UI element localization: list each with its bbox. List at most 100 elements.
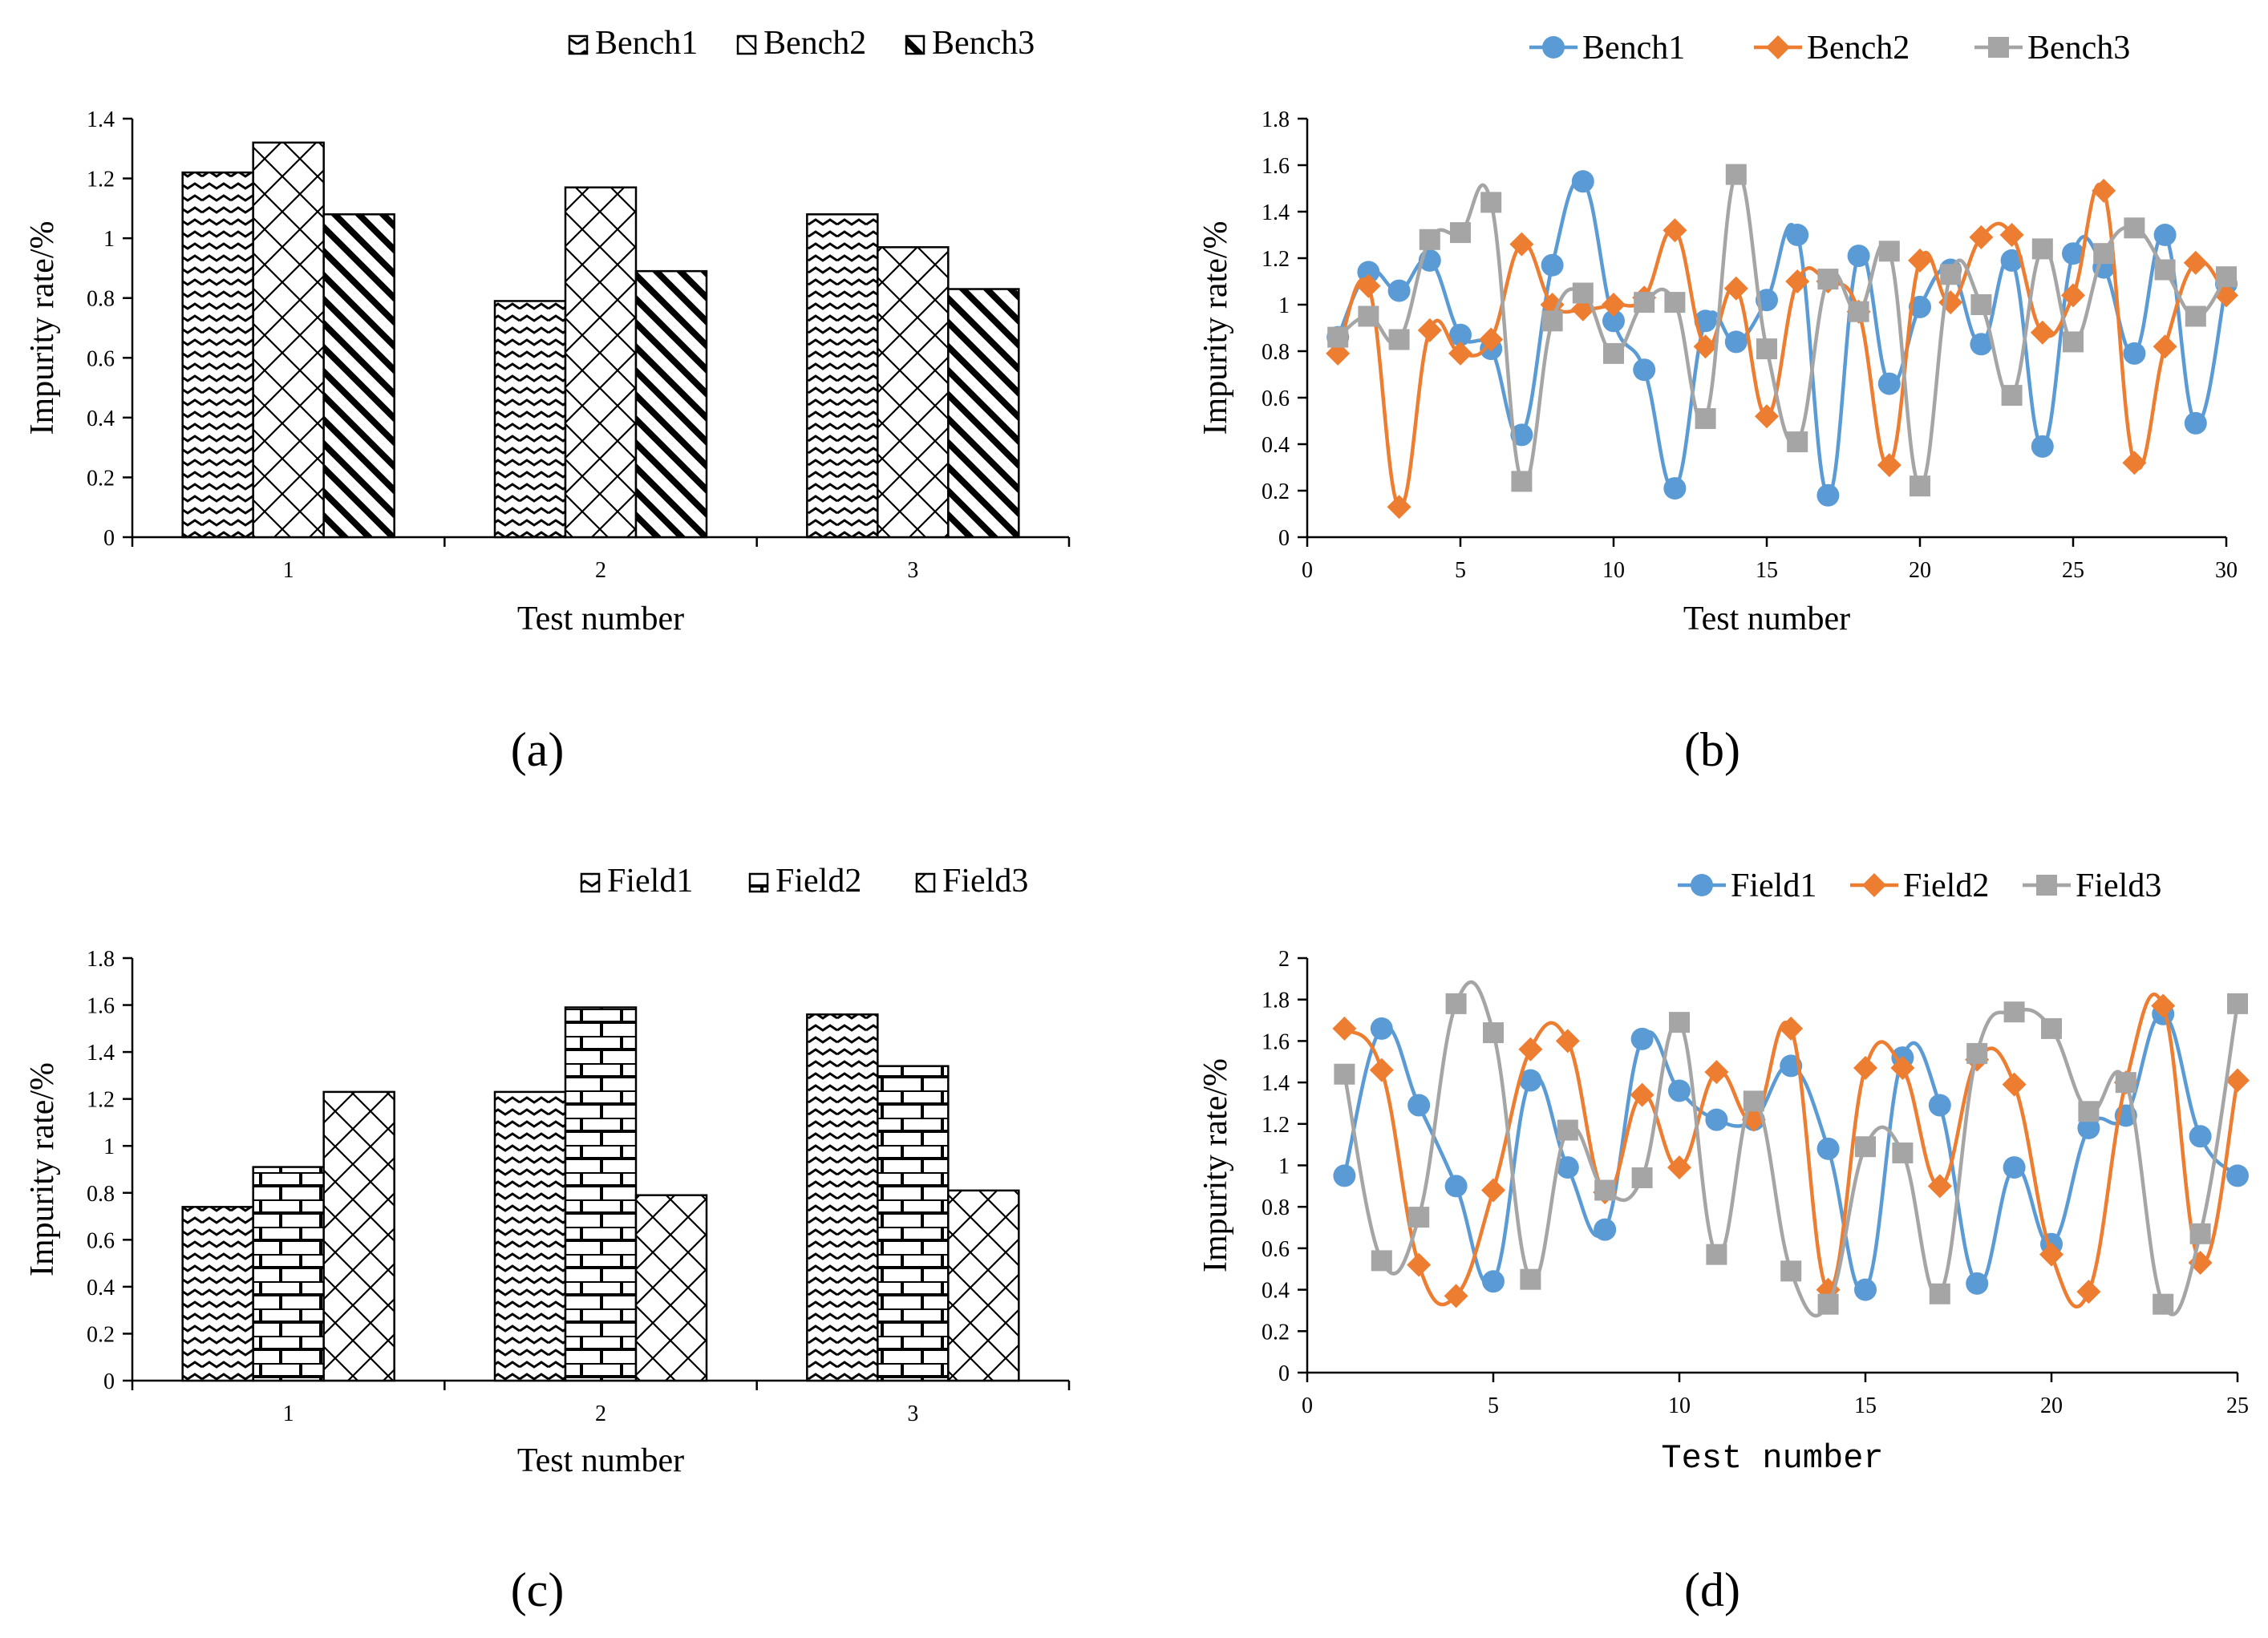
point-field1-2 bbox=[1370, 1017, 1393, 1040]
point-field2-2 bbox=[1369, 1058, 1394, 1082]
y-tick-label: 1 bbox=[103, 227, 115, 252]
y-tick-label: 1.6 bbox=[87, 994, 115, 1019]
bar-field2-1 bbox=[252, 1166, 325, 1382]
point-bench2-28 bbox=[2153, 334, 2177, 359]
legend-label: Bench2 bbox=[1807, 30, 1910, 67]
point-field2-13 bbox=[1779, 1016, 1804, 1041]
point-field2-4 bbox=[1444, 1284, 1468, 1308]
point-bench1-8 bbox=[1541, 253, 1564, 277]
x-tick-label: 2 bbox=[595, 1401, 606, 1426]
point-bench3-1 bbox=[1327, 326, 1349, 348]
y-tick-label: 0.2 bbox=[1262, 1320, 1290, 1345]
subfigure-caption: (c) bbox=[511, 1563, 565, 1616]
point-bench3-23 bbox=[2001, 385, 2023, 406]
y-tick-label: 1.8 bbox=[1262, 107, 1290, 132]
x-tick-label: 0 bbox=[1302, 1393, 1313, 1418]
bar-field2-2 bbox=[564, 1006, 638, 1382]
point-bench1-25 bbox=[2062, 242, 2084, 265]
x-axis-title: Test number bbox=[1661, 1439, 1883, 1478]
legend-swatch bbox=[568, 34, 589, 55]
y-tick-label: 1 bbox=[1278, 293, 1290, 318]
point-field1-10 bbox=[1668, 1079, 1691, 1102]
point-field1-15 bbox=[1854, 1278, 1877, 1301]
point-field3-15 bbox=[1855, 1136, 1876, 1158]
point-field1-24 bbox=[2189, 1125, 2212, 1148]
y-tick-label: 1.2 bbox=[1262, 1113, 1290, 1138]
point-bench2-20 bbox=[1908, 248, 1932, 273]
legend-label: Field2 bbox=[776, 863, 861, 900]
x-tick-label: 10 bbox=[1602, 558, 1625, 583]
legend-swatch bbox=[736, 34, 757, 55]
point-field2-9 bbox=[1630, 1082, 1654, 1107]
point-field2-23 bbox=[2151, 993, 2176, 1018]
legend-marker bbox=[1691, 874, 1713, 896]
x-axis-title: Test number bbox=[1683, 601, 1850, 637]
y-tick-label: 0.2 bbox=[87, 1322, 115, 1347]
point-bench3-28 bbox=[2154, 259, 2176, 281]
point-field3-9 bbox=[1631, 1167, 1653, 1189]
y-tick-label: 0.8 bbox=[87, 1182, 115, 1207]
bar-bench1-2 bbox=[493, 300, 567, 539]
legend-label: Bench1 bbox=[595, 25, 698, 62]
point-field3-25 bbox=[2227, 993, 2248, 1014]
point-bench3-2 bbox=[1358, 305, 1379, 327]
point-bench2-13 bbox=[1693, 334, 1718, 359]
y-axis-title: Impurity rate/% bbox=[1197, 1058, 1234, 1272]
point-field1-9 bbox=[1630, 1027, 1654, 1050]
point-field2-16 bbox=[1890, 1056, 1915, 1081]
point-field3-19 bbox=[2003, 1001, 2025, 1023]
y-tick-label: 0.4 bbox=[1262, 1279, 1290, 1304]
point-bench3-29 bbox=[2185, 305, 2206, 327]
y-tick-label: 1.4 bbox=[87, 1041, 115, 1066]
point-bench1-17 bbox=[1816, 483, 1840, 507]
series-field3 bbox=[1334, 980, 2248, 1318]
legend-marker bbox=[1542, 36, 1565, 59]
bar-field1-1 bbox=[181, 1206, 254, 1382]
point-bench3-30 bbox=[2216, 266, 2237, 288]
point-field2-7 bbox=[1555, 1029, 1580, 1054]
point-field3-17 bbox=[1929, 1283, 1950, 1304]
y-axis-title: Impurity rate/% bbox=[24, 220, 61, 435]
point-field3-8 bbox=[1594, 1179, 1616, 1201]
bar-field2-3 bbox=[877, 1065, 950, 1382]
y-tick-label: 0.6 bbox=[87, 1228, 115, 1253]
y-tick-label: 0 bbox=[103, 1369, 115, 1394]
legend-swatch bbox=[915, 872, 936, 893]
point-bench1-9 bbox=[1571, 170, 1594, 193]
point-bench3-21 bbox=[1940, 264, 1962, 285]
point-field3-23 bbox=[2153, 1293, 2174, 1315]
point-field1-11 bbox=[1705, 1108, 1728, 1131]
point-field3-4 bbox=[1445, 993, 1467, 1014]
point-field1-7 bbox=[1556, 1156, 1579, 1179]
point-bench3-10 bbox=[1603, 342, 1624, 364]
point-field1-8 bbox=[1594, 1218, 1617, 1241]
point-field1-6 bbox=[1519, 1069, 1542, 1092]
y-tick-label: 1.2 bbox=[87, 168, 115, 192]
point-field1-3 bbox=[1407, 1094, 1431, 1117]
x-tick-label: 3 bbox=[907, 558, 918, 583]
point-field2-21 bbox=[2076, 1280, 2101, 1304]
point-bench1-18 bbox=[1847, 245, 1870, 268]
legend-swatch bbox=[905, 34, 925, 55]
y-tick-label: 0.4 bbox=[87, 406, 115, 431]
point-field3-16 bbox=[1892, 1142, 1914, 1163]
point-field3-10 bbox=[1669, 1012, 1690, 1033]
y-tick-label: 1.4 bbox=[87, 107, 115, 132]
point-field2-1 bbox=[1332, 1016, 1357, 1041]
x-axis-title: Test number bbox=[517, 601, 684, 637]
legend-marker bbox=[2036, 875, 2057, 896]
bar-field1-2 bbox=[493, 1090, 567, 1382]
point-field2-19 bbox=[2002, 1072, 2027, 1097]
y-tick-label: 1 bbox=[103, 1134, 115, 1159]
x-tick-label: 15 bbox=[1854, 1393, 1877, 1418]
legend-swatch bbox=[580, 872, 601, 893]
y-tick-label: 1.6 bbox=[1262, 154, 1290, 179]
y-tick-label: 1.8 bbox=[1262, 989, 1290, 1013]
y-tick-label: 0.8 bbox=[87, 287, 115, 312]
series-line-bench3 bbox=[1336, 172, 2228, 488]
x-axis-title: Test number bbox=[517, 1442, 684, 1479]
x-tick-label: 20 bbox=[1909, 558, 1931, 583]
x-tick-label: 15 bbox=[1756, 558, 1778, 583]
bar-bench2-3 bbox=[877, 246, 950, 539]
